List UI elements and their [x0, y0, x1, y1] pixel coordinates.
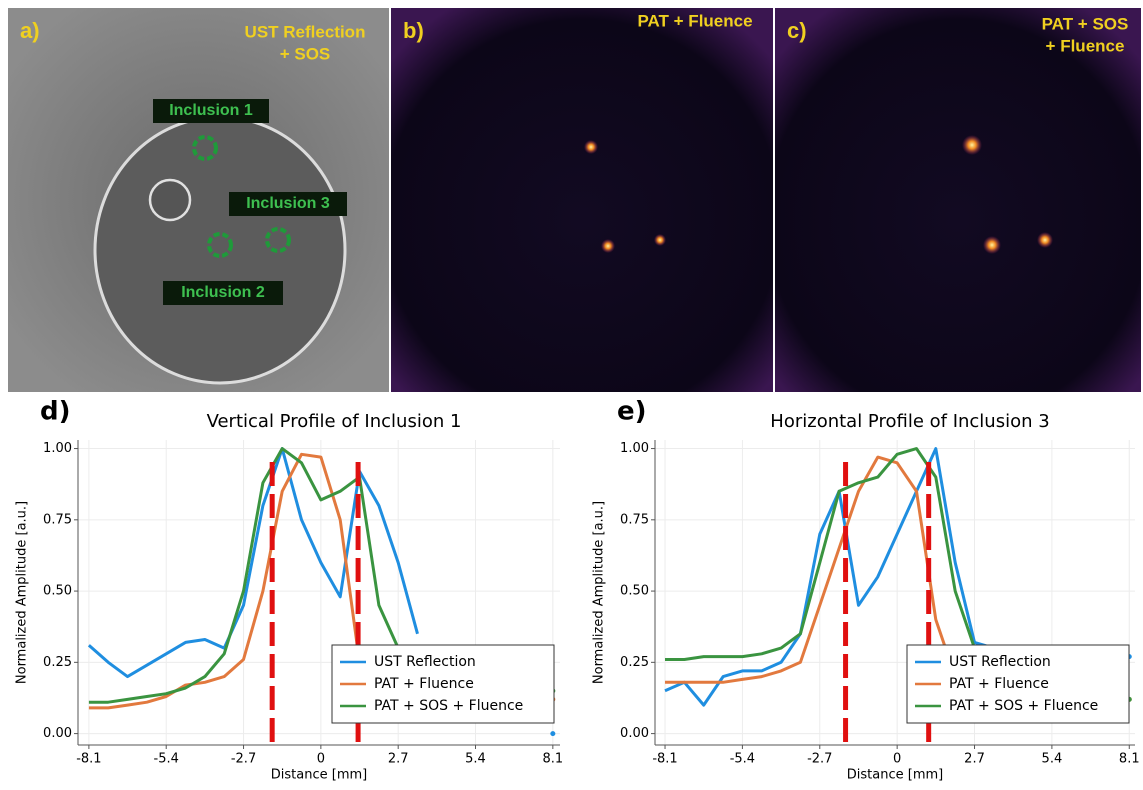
y-tick-label: 0.50	[43, 584, 72, 599]
x-axis-label: Distance [mm]	[847, 768, 943, 783]
chart-title: Vertical Profile of Inclusion 1	[207, 411, 462, 432]
spot	[584, 140, 598, 154]
x-tick-label: 8.1	[1119, 752, 1140, 767]
x-tick-label: 2.7	[964, 752, 985, 767]
spot	[601, 239, 615, 253]
chart-title: Horizontal Profile of Inclusion 3	[770, 411, 1049, 432]
x-tick-label: 0	[893, 752, 901, 767]
y-tick-label: 0.00	[620, 726, 649, 741]
legend-label: PAT + SOS + Fluence	[374, 698, 523, 714]
image	[391, 8, 773, 392]
legend-label: PAT + Fluence	[949, 676, 1049, 692]
y-tick-label: 0.25	[620, 655, 649, 670]
y-axis-label: Normalized Amplitude [a.u.]	[592, 501, 607, 684]
x-tick-label: 2.7	[388, 752, 409, 767]
series-line	[89, 449, 418, 677]
spot	[962, 135, 982, 155]
y-tick-label: 0.25	[43, 655, 72, 670]
x-tick-label: 5.4	[1042, 752, 1063, 767]
panel-label: c)	[787, 18, 807, 43]
data-point	[550, 731, 555, 736]
x-tick-label: -5.4	[730, 752, 755, 767]
x-tick-label: -5.4	[154, 752, 179, 767]
x-tick-label: 0	[317, 752, 325, 767]
y-tick-label: 0.75	[43, 512, 72, 527]
panel-label: b)	[403, 18, 424, 43]
annotation: Inclusion 3	[246, 195, 330, 212]
x-tick-label: -8.1	[76, 752, 101, 767]
shape	[150, 180, 190, 220]
y-tick-label: 0.00	[43, 726, 72, 741]
panel-title: PAT + Fluence	[637, 11, 752, 30]
y-tick-label: 0.50	[620, 584, 649, 599]
panel-b: b) PAT + Fluence	[391, 8, 773, 392]
x-tick-label: 8.1	[542, 752, 563, 767]
y-axis-label: Normalized Amplitude [a.u.]	[15, 501, 30, 684]
annotation: Inclusion 1	[169, 102, 253, 119]
panel-title: UST Reflection	[245, 22, 366, 41]
spot	[1037, 232, 1053, 248]
legend-label: UST Reflection	[949, 654, 1051, 670]
x-tick-label: -2.7	[807, 752, 832, 767]
figure: a) UST Reflection + SOS Inclusion 1 Incl…	[0, 0, 1143, 786]
y-tick-label: 0.75	[620, 512, 649, 527]
panel-label: e)	[617, 397, 647, 427]
y-tick-label: 1.00	[620, 441, 649, 456]
panel-c: c) PAT + SOS + Fluence	[775, 8, 1141, 392]
spot	[654, 234, 666, 246]
panel-title: PAT + SOS	[1042, 14, 1129, 33]
panel-title: + SOS	[280, 44, 331, 63]
legend-label: PAT + Fluence	[374, 676, 474, 692]
x-tick-label: 5.4	[465, 752, 486, 767]
spot	[983, 236, 1001, 254]
image	[775, 8, 1141, 392]
x-tick-label: -8.1	[652, 752, 677, 767]
legend-label: UST Reflection	[374, 654, 476, 670]
x-tick-label: -2.7	[231, 752, 256, 767]
annotation: Inclusion 2	[181, 284, 265, 301]
panel-label: a)	[20, 18, 40, 43]
legend-label: PAT + SOS + Fluence	[949, 698, 1098, 714]
panel-title: + Fluence	[1046, 36, 1125, 55]
y-tick-label: 1.00	[43, 441, 72, 456]
phantom	[95, 117, 345, 383]
panel-a: a) UST Reflection + SOS Inclusion 1 Incl…	[8, 8, 389, 392]
x-axis-label: Distance [mm]	[271, 768, 367, 783]
panel-label: d)	[40, 397, 71, 427]
